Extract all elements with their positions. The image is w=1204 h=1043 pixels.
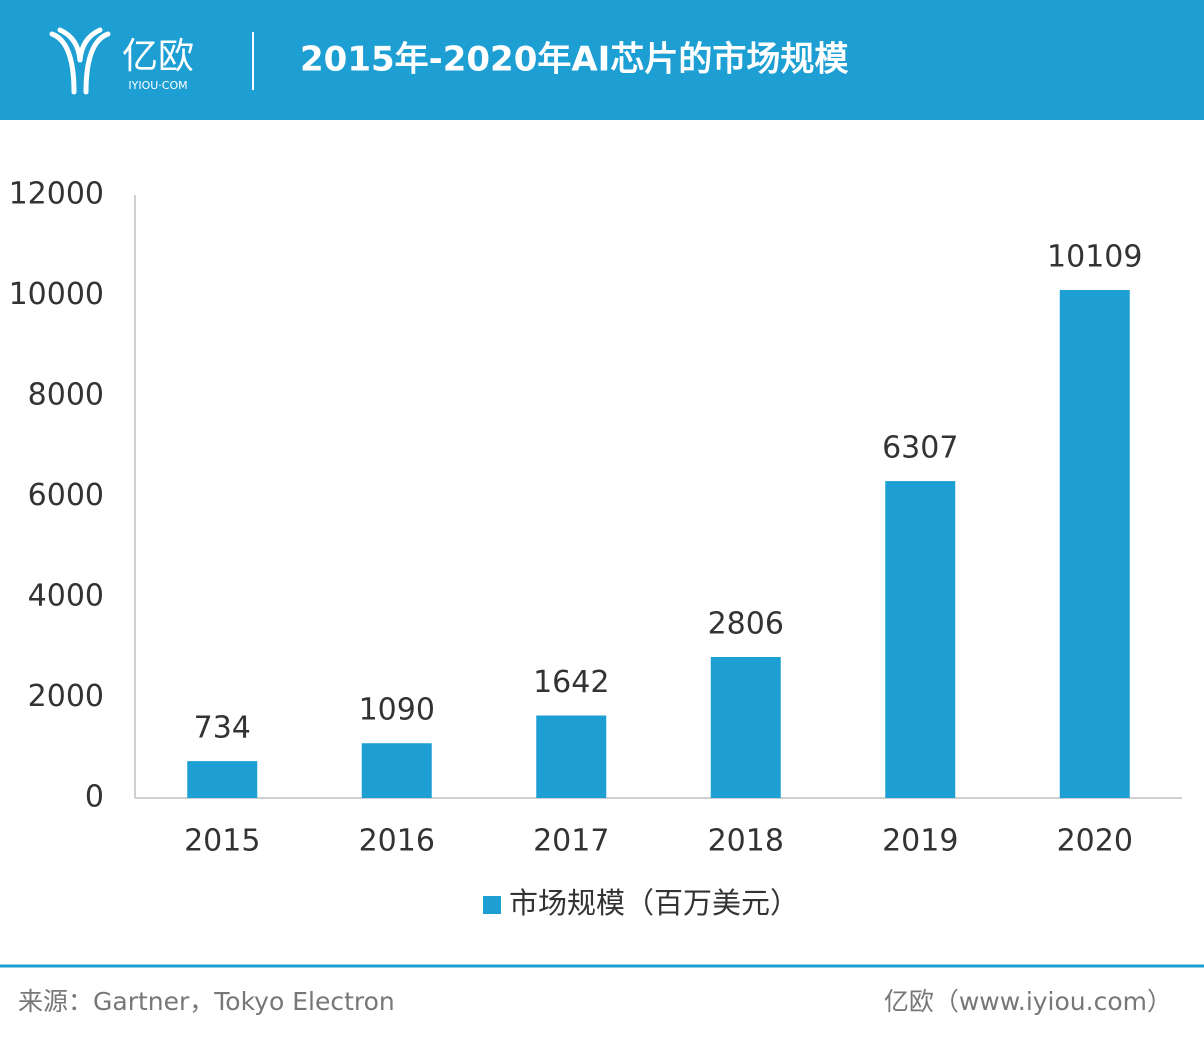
logo-mark	[49, 27, 111, 95]
bar	[361, 743, 432, 798]
value-label: 10109	[1047, 240, 1142, 275]
bar	[187, 761, 258, 798]
x-tick-label: 2015	[184, 824, 260, 859]
y-tick-label: 12000	[9, 177, 104, 212]
source-note: 来源：Gartner，Tokyo Electron	[18, 987, 395, 1016]
bar	[1059, 290, 1130, 798]
y-tick-label: 10000	[9, 277, 104, 312]
y-tick-label: 0	[85, 780, 104, 815]
x-tick-label: 2016	[359, 824, 435, 859]
logo-text: 亿欧	[122, 36, 194, 77]
bar	[710, 656, 781, 798]
value-label: 1090	[359, 693, 435, 728]
x-tick-label: 2019	[882, 824, 958, 859]
x-tick-label: 2020	[1057, 824, 1133, 859]
value-label: 6307	[882, 431, 958, 466]
value-label: 2806	[708, 606, 784, 641]
logo-subtext: IYIOU·COM	[128, 79, 187, 92]
chart-title: 2015年-2020年AI芯片的市场规模	[300, 40, 848, 80]
y-tick-label: 2000	[28, 679, 104, 714]
y-tick-label: 4000	[28, 579, 104, 614]
y-tick-label: 8000	[28, 378, 104, 413]
bar	[536, 715, 607, 798]
value-label: 1642	[533, 665, 609, 700]
legend-label: 市场规模（百万美元）	[509, 886, 799, 920]
x-tick-label: 2017	[533, 824, 609, 859]
site-note: 亿欧（www.iyiou.com）	[884, 987, 1172, 1016]
x-tick-label: 2018	[708, 824, 784, 859]
legend-swatch	[483, 896, 501, 914]
header-bar	[0, 0, 1204, 120]
value-label: 734	[194, 711, 251, 746]
y-tick-label: 6000	[28, 478, 104, 513]
bar	[885, 481, 956, 798]
